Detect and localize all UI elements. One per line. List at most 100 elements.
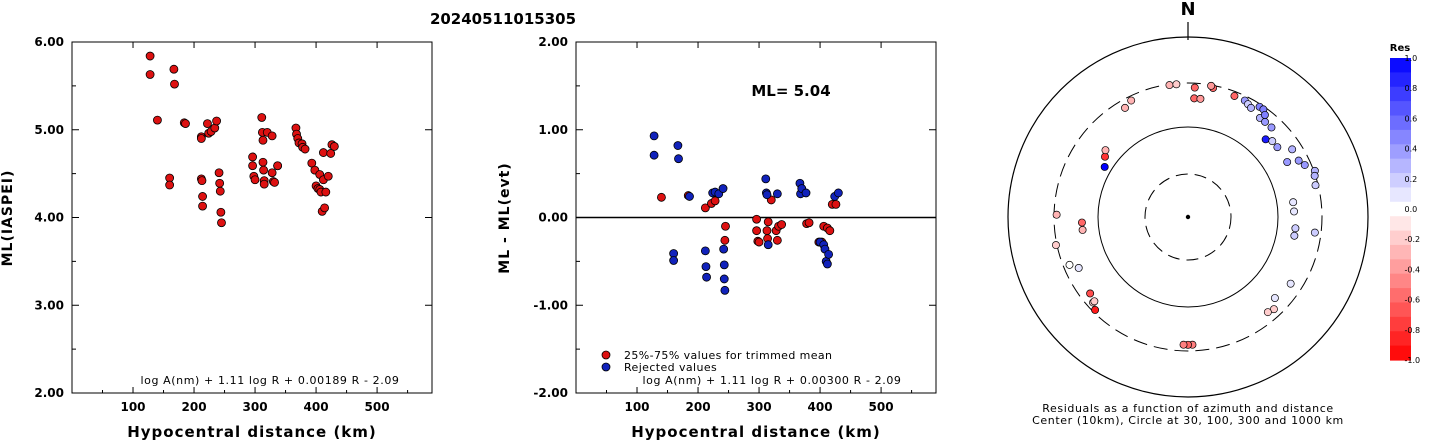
plot-frame (71, 41, 433, 394)
station-residual-point (1294, 156, 1303, 165)
y-tick-label: -1.00 (533, 298, 568, 312)
legend-trimmed-marker (601, 350, 611, 360)
colorbar-cell (1390, 331, 1411, 347)
trimmed-point (752, 226, 762, 236)
station-residual-point (1291, 224, 1300, 233)
colorbar-cell (1390, 288, 1411, 304)
data-point (270, 177, 279, 187)
station-residual-point (1196, 94, 1205, 103)
rejected-point (719, 274, 729, 284)
station-residual-point (1230, 92, 1239, 100)
rejected-point (719, 260, 729, 270)
data-point (169, 64, 179, 74)
data-point (318, 148, 328, 157)
station-residual-point (1207, 81, 1216, 90)
station-residual-point (1260, 110, 1269, 119)
rejected-point (801, 188, 811, 198)
station-residual-point (1290, 207, 1299, 216)
station-residual-point (1263, 308, 1272, 317)
rejected-point (761, 174, 771, 184)
data-point (250, 175, 260, 185)
data-point (198, 192, 207, 201)
colorbar-tick-label: -1.0 (1405, 356, 1421, 365)
rejected-point (674, 154, 683, 164)
colorbar-tick-label: 0.8 (1405, 84, 1418, 93)
ring-100km (1097, 126, 1279, 308)
station-residual-point (1261, 117, 1269, 126)
ml-annotation: ML= 5.04 (751, 82, 830, 100)
trimmed-point (752, 214, 762, 224)
trimmed-point (763, 217, 773, 227)
x-tick-label: 400 (808, 400, 833, 414)
colorbar-tick-label: -0.2 (1405, 235, 1421, 244)
station-residual-point (1270, 294, 1279, 302)
trimmed-point (777, 220, 787, 229)
colorbar-cell (1390, 115, 1411, 131)
rejected-point (762, 190, 772, 200)
data-point (323, 171, 333, 181)
rejected-point (700, 246, 710, 256)
data-point (181, 119, 190, 129)
data-point (257, 113, 267, 122)
colorbar-cell (1390, 316, 1411, 332)
station-residual-point (1121, 103, 1129, 112)
station-residual-point (1074, 264, 1083, 272)
y-tick-label: 0.00 (538, 211, 568, 225)
trimmed-point (721, 221, 730, 231)
y-axis-label: ML - ML(evt) (497, 162, 513, 273)
x-tick-label: 100 (624, 400, 649, 414)
station-residual-point (1052, 241, 1060, 250)
data-point (259, 165, 268, 175)
trimmed-point (657, 192, 666, 202)
x-tick-label: 500 (869, 400, 894, 414)
data-point (248, 161, 258, 171)
station-residual-point (1268, 137, 1277, 146)
station-residual-point (1101, 146, 1110, 155)
data-point (153, 115, 162, 125)
station-residual-point (1289, 198, 1298, 207)
colorbar-tick-label: 1.0 (1405, 54, 1418, 63)
data-point (196, 134, 206, 143)
station-residual-point (1086, 289, 1095, 298)
legend-rejected-label: Rejected values (624, 361, 717, 374)
formula-label: log A(nm) + 1.11 log R + 0.00189 R - 2.0… (140, 374, 399, 387)
trimmed-point (710, 196, 720, 206)
colorbar-cell (1390, 302, 1411, 318)
data-point (145, 70, 155, 79)
colorbar-cell (1390, 244, 1411, 260)
data-point (329, 142, 339, 151)
colorbar-cell (1390, 216, 1411, 232)
station-residual-point (1090, 297, 1099, 306)
panel-residual-vs-distance: 100 200 300 400 500 -2.00 -1.00 0.00 1.00 2.00 ML… (497, 35, 937, 441)
station-residual-point (1288, 145, 1297, 154)
station-residual-point (1286, 279, 1295, 288)
data-point (248, 152, 258, 162)
rejected-point (701, 262, 711, 272)
rejected-point (718, 184, 728, 193)
station-residual-point (1310, 171, 1319, 180)
y-tick-label: 6.00 (34, 35, 64, 49)
rejected-point (702, 272, 711, 282)
colorbar-cell (1390, 345, 1411, 361)
rejected-point (833, 188, 843, 198)
colorbar-title: Res (1390, 43, 1410, 54)
figure-title: 20240511015305 (430, 10, 576, 28)
station-residual-point (1165, 81, 1174, 90)
trimmed-point (700, 203, 710, 213)
colorbar-tick-label: 0.0 (1405, 205, 1418, 214)
station-residual-point (1100, 162, 1109, 171)
panel-ml-vs-distance: 100 200 300 400 500 2.00 3.00 4.00 5.00 6.00 Hypo… (0, 35, 433, 441)
y-tick-label: 2.00 (34, 386, 64, 400)
data-point (326, 149, 336, 158)
trimmed-point (831, 199, 841, 209)
station-residual-point (1065, 260, 1074, 269)
data-point (170, 79, 179, 89)
station-residual-point (1283, 158, 1292, 166)
data-point (216, 207, 226, 217)
caption-line-1: Residuals as a function of azimuth and d… (1042, 402, 1333, 415)
data-point (145, 51, 155, 61)
station-residual-point (1273, 143, 1282, 152)
data-point (165, 180, 175, 190)
data-point (258, 157, 268, 167)
colorbar-cell (1390, 273, 1411, 289)
